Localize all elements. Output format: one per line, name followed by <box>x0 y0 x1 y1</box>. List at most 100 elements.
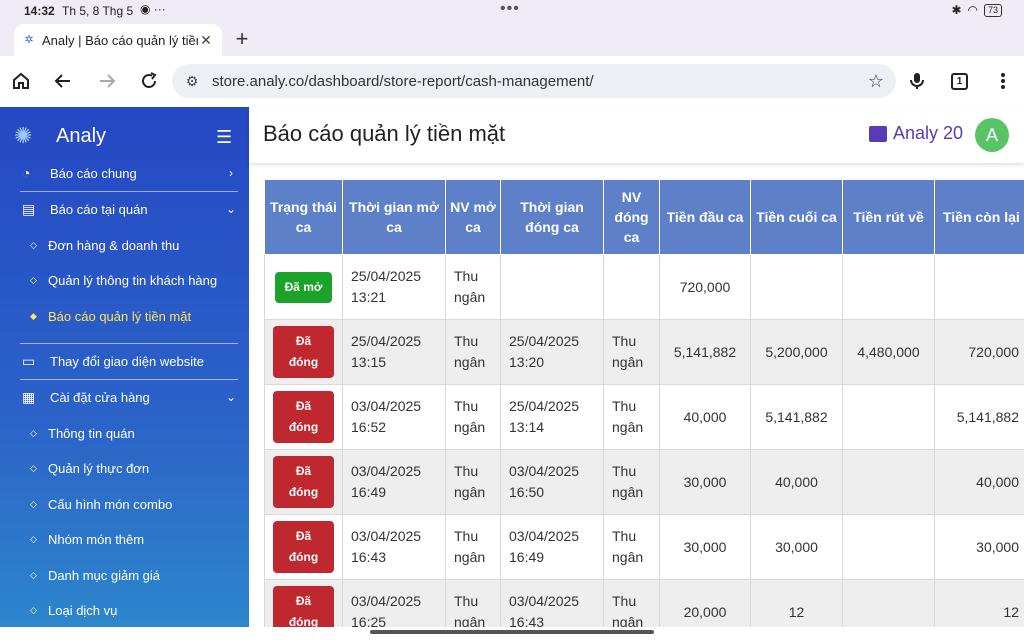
more-menu-button[interactable] <box>990 68 1016 94</box>
diamond-icon: ◇ <box>30 533 37 544</box>
open-staff-line1: Thu <box>454 398 479 414</box>
column-header[interactable]: Tiền còn lại <box>934 179 1024 255</box>
chevron-down-icon: ⌄ <box>225 202 237 216</box>
close-staff-line2: ngân <box>612 549 644 565</box>
url-text[interactable]: store.analy.co/dashboard/store-report/ca… <box>212 72 594 90</box>
home-button[interactable] <box>8 68 34 94</box>
collapse-menu-icon[interactable]: ☰ <box>216 127 233 147</box>
multitasking-dots[interactable]: ••• <box>500 0 520 17</box>
open-time-cell: 25/04/2025 13:15 <box>342 319 446 385</box>
column-header[interactable]: Trạng thái ca <box>264 179 343 255</box>
home-indicator[interactable] <box>370 630 654 634</box>
sidebar-item-menu-management[interactable]: ◇ Quản lý thực đơn <box>30 455 240 481</box>
column-header[interactable]: Tiền cuối ca <box>750 179 843 255</box>
close-staff-line1: Thu <box>612 398 637 414</box>
close-staff-line1: Thu <box>612 593 637 609</box>
table-row[interactable]: Đã đóng 03/04/2025 16:25 Thu ngân 03/04/2025 1… <box>264 579 1024 627</box>
table-row[interactable]: Đã đóng 03/04/2025 16:43 Thu ngân 03/04/2025 1… <box>264 514 1024 580</box>
voice-search-button[interactable] <box>904 68 930 94</box>
status-cell: Đã mở <box>264 254 343 320</box>
start-cash-cell: 5,141,882 <box>659 319 751 385</box>
tab-switcher-button[interactable]: 1 <box>951 73 968 90</box>
column-header[interactable]: Thời gian đóng ca <box>500 179 604 255</box>
start-cash-cell: 30,000 <box>659 514 751 580</box>
table-row[interactable]: Đã mở 25/04/2025 13:21 Thu ngân 720,000 <box>264 254 1024 320</box>
back-button[interactable] <box>50 68 76 94</box>
column-header[interactable]: Thời gian mở ca <box>342 179 446 255</box>
remaining-cash-cell: 5,141,882 <box>934 384 1024 450</box>
avatar[interactable]: A <box>975 118 1009 152</box>
sidebar-item-customer-info[interactable]: ◇ Quản lý thông tin khách hàng <box>30 267 240 293</box>
site-settings-icon[interactable]: ⚙ <box>185 72 199 89</box>
sidebar-item-label: Cấu hình món combo <box>48 496 173 512</box>
open-staff-cell: Thu ngân <box>445 319 501 385</box>
analy-logo-icon: ✺ <box>14 123 33 148</box>
diamond-icon: ◇ <box>30 427 37 438</box>
close-tab-icon[interactable]: ✕ <box>200 31 212 48</box>
address-bar[interactable]: ⚙ store.analy.co/dashboard/store-report/… <box>172 64 896 98</box>
status-badge: Đã đóng <box>273 326 334 378</box>
remaining-cash-cell: 30,000 <box>934 514 1024 580</box>
close-date: 03/04/2025 <box>509 593 580 609</box>
open-time-cell: 03/04/2025 16:43 <box>342 514 446 580</box>
sidebar-item-general-report[interactable]: ◔ Báo cáo chung › <box>22 158 238 188</box>
status-cell: Đã đóng <box>264 384 343 450</box>
column-header[interactable]: NV đóng ca <box>603 179 660 255</box>
sidebar-item-discounts[interactable]: ◇ Danh mục giảm giá <box>30 562 240 588</box>
close-date: 25/04/2025 <box>509 333 580 349</box>
table-row[interactable]: Đã đóng 03/04/2025 16:49 Thu ngân 03/04/2025 1… <box>264 449 1024 515</box>
open-date: 03/04/2025 <box>351 398 422 414</box>
sidebar-item-label: Thay đổi giao diện website <box>50 353 204 369</box>
clipboard-icon: ▤ <box>22 200 36 217</box>
diamond-icon: ◇ <box>30 274 37 285</box>
withdraw-cell: 4,480,000 <box>842 319 935 385</box>
store-selector[interactable]: Analy 20 <box>869 123 963 144</box>
start-cash-cell: 30,000 <box>659 449 751 515</box>
remaining-cash-cell: 40,000 <box>934 449 1024 515</box>
sidebar-item-orders-revenue[interactable]: ◇ Đơn hàng & doanh thu <box>30 232 240 258</box>
close-time: 16:43 <box>509 614 545 627</box>
browser-tab[interactable]: ✲ Analy | Báo cáo quản lý tiền ✕ <box>14 24 222 56</box>
column-header[interactable]: NV mở ca <box>445 179 501 255</box>
reload-button[interactable] <box>136 68 162 94</box>
sidebar-item-store-report[interactable]: ▤ Báo cáo tại quán ⌄ <box>22 194 238 224</box>
new-tab-button[interactable]: + <box>235 26 249 51</box>
sidebar-item-service-types[interactable]: ◇ Loại dịch vụ <box>30 597 240 623</box>
forward-button[interactable] <box>94 68 120 94</box>
sidebar-item-website-theme[interactable]: ▭ Thay đổi giao diện website <box>22 346 238 376</box>
close-staff-cell: Thu ngân <box>603 384 660 450</box>
column-header[interactable]: Tiền rút về <box>842 179 935 255</box>
divider <box>20 191 238 192</box>
open-time-cell: 25/04/2025 13:21 <box>342 254 446 320</box>
open-time: 16:25 <box>351 614 387 627</box>
sidebar-item-label: Loại dịch vụ <box>48 602 118 618</box>
bookmark-star-icon[interactable]: ☆ <box>867 70 885 91</box>
close-staff-cell: Thu ngân <box>603 319 660 385</box>
close-staff-line1: Thu <box>612 463 637 479</box>
table-row[interactable]: Đã đóng 25/04/2025 13:15 Thu ngân 25/04/2025 1… <box>264 319 1024 385</box>
cash-shift-table-container[interactable]: Trạng thái ca Thời gian mở ca NV mở ca T… <box>264 179 1024 627</box>
layout-icon: ▭ <box>22 352 36 369</box>
sidebar-item-addon-groups[interactable]: ◇ Nhóm món thêm <box>30 526 240 552</box>
end-cash-cell: 5,200,000 <box>750 319 843 385</box>
open-staff-cell: Thu ngân <box>445 514 501 580</box>
sidebar-item-label: Báo cáo tại quán <box>50 201 148 217</box>
sidebar-item-cash-management[interactable]: ◆ Báo cáo quản lý tiền mặt <box>30 303 240 329</box>
sidebar-item-label: Quản lý thông tin khách hàng <box>48 272 218 288</box>
bluetooth-icon: ✱ <box>951 3 962 17</box>
open-staff-line2: ngân <box>454 354 486 370</box>
table-row[interactable]: Đã đóng 03/04/2025 16:52 Thu ngân 25/04/2025 1… <box>264 384 1024 450</box>
close-date: 03/04/2025 <box>509 463 580 479</box>
sidebar-item-store-settings[interactable]: ▦ Cài đặt cửa hàng ⌄ <box>22 382 238 412</box>
open-staff-line2: ngân <box>454 549 486 565</box>
brand[interactable]: ✺ Analy <box>14 123 106 149</box>
remaining-cash-cell: 720,000 <box>934 319 1024 385</box>
wifi-icon: ◠ <box>967 3 978 17</box>
open-time: 16:49 <box>351 484 387 500</box>
start-cash-cell: 40,000 <box>659 384 751 450</box>
sidebar-item-store-info[interactable]: ◇ Thông tin quán <box>30 420 240 446</box>
sidebar-item-combo-config[interactable]: ◇ Cấu hình món combo <box>30 491 240 517</box>
open-staff-line2: ngân <box>454 484 486 500</box>
withdraw-cell <box>842 579 935 627</box>
column-header[interactable]: Tiền đầu ca <box>659 179 751 255</box>
